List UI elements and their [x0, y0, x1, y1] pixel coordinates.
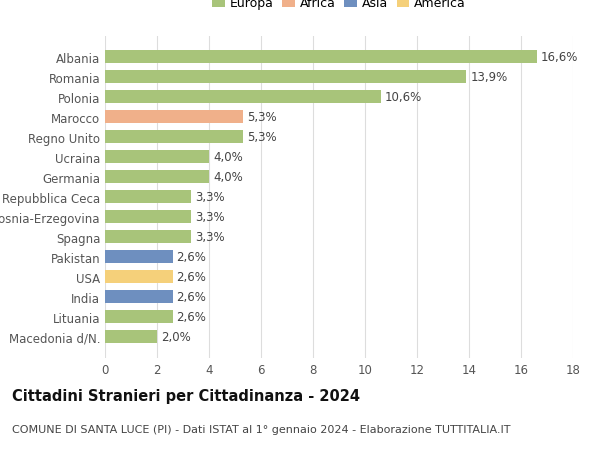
Bar — [105, 291, 173, 303]
Text: 2,6%: 2,6% — [176, 271, 206, 284]
Bar — [105, 171, 209, 184]
Bar — [105, 311, 173, 324]
Text: 2,6%: 2,6% — [176, 251, 206, 263]
Text: 5,3%: 5,3% — [247, 131, 277, 144]
Text: 10,6%: 10,6% — [385, 91, 422, 104]
Text: 3,3%: 3,3% — [194, 231, 224, 244]
Text: 5,3%: 5,3% — [247, 111, 277, 124]
Text: 16,6%: 16,6% — [541, 51, 578, 64]
Text: 3,3%: 3,3% — [194, 211, 224, 224]
Text: 2,0%: 2,0% — [161, 330, 191, 343]
Text: 4,0%: 4,0% — [213, 171, 242, 184]
Text: 3,3%: 3,3% — [194, 191, 224, 204]
Bar — [105, 131, 243, 144]
Bar — [105, 91, 380, 104]
Bar — [105, 151, 209, 164]
Bar — [105, 330, 157, 343]
Bar — [105, 71, 466, 84]
Legend: Europa, Africa, Asia, America: Europa, Africa, Asia, America — [208, 0, 470, 14]
Text: 2,6%: 2,6% — [176, 291, 206, 303]
Text: 4,0%: 4,0% — [213, 151, 242, 164]
Bar — [105, 271, 173, 284]
Bar — [105, 211, 191, 224]
Bar — [105, 111, 243, 124]
Text: 13,9%: 13,9% — [470, 71, 508, 84]
Bar — [105, 231, 191, 244]
Bar — [105, 251, 173, 263]
Text: 2,6%: 2,6% — [176, 310, 206, 324]
Text: Cittadini Stranieri per Cittadinanza - 2024: Cittadini Stranieri per Cittadinanza - 2… — [12, 388, 360, 403]
Text: COMUNE DI SANTA LUCE (PI) - Dati ISTAT al 1° gennaio 2024 - Elaborazione TUTTITA: COMUNE DI SANTA LUCE (PI) - Dati ISTAT a… — [12, 425, 511, 435]
Bar — [105, 51, 536, 64]
Bar — [105, 191, 191, 204]
